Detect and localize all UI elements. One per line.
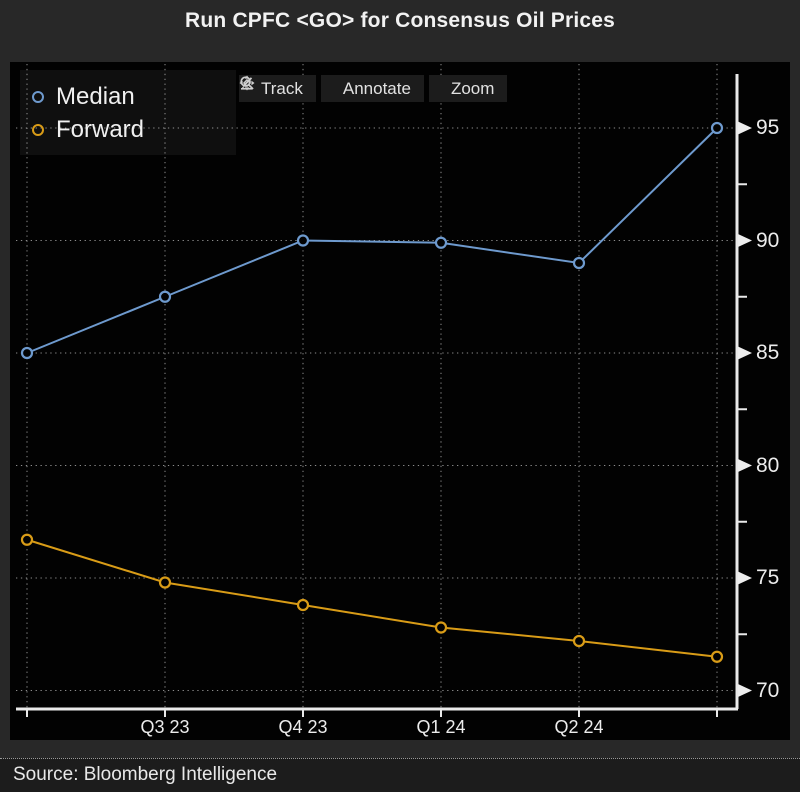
annotate-button[interactable]: Annotate: [241, 75, 424, 102]
x-axis-label: Q4 23: [278, 717, 328, 737]
chart-toolbar: Track Annotate: [239, 75, 508, 102]
forward-point[interactable]: [434, 621, 448, 634]
x-axis-label: Q1 24: [416, 717, 466, 737]
median-point[interactable]: [434, 236, 448, 249]
forward-point[interactable]: [20, 533, 34, 546]
x-axis-label: Q2 24: [554, 717, 604, 737]
y-axis-label: 90: [756, 228, 780, 252]
median-marker-icon: [32, 91, 44, 103]
gridlines: [16, 64, 737, 709]
forward-point[interactable]: [296, 598, 310, 612]
y-axis-label: 75: [756, 566, 780, 589]
track-button-label: Track: [261, 78, 303, 98]
forward-line: [26, 538, 718, 658]
chart-area: Median Forward Track: [10, 62, 790, 740]
legend-label-median: Median: [56, 83, 135, 110]
forward-point[interactable]: [572, 634, 586, 648]
annotate-button-label: Annotate: [342, 78, 411, 98]
zoom-button[interactable]: Zoom: [240, 75, 508, 102]
y-axis-label: 80: [756, 453, 780, 477]
legend-item-median[interactable]: Median: [32, 82, 236, 112]
legend-label-forward: Forward: [56, 116, 145, 143]
chart-canvas[interactable]: [10, 62, 790, 740]
median-line: [26, 127, 718, 354]
source-bar: Source: Bloomberg Intelligence: [0, 758, 800, 792]
y-axis-label: 95: [756, 116, 780, 139]
forward-point[interactable]: [710, 650, 724, 663]
median-series: [20, 121, 724, 360]
median-point[interactable]: [296, 234, 310, 247]
forward-marker-icon: [32, 124, 44, 136]
source-text: Source: Bloomberg Intelligence: [13, 764, 278, 785]
chart-legend: Median Forward: [20, 70, 236, 155]
median-point[interactable]: [710, 121, 724, 135]
forward-point[interactable]: [158, 576, 172, 589]
axes: [16, 74, 752, 717]
median-point[interactable]: [572, 256, 586, 270]
y-axis-label: 70: [756, 678, 780, 702]
x-axis-label: Q3 23: [140, 717, 190, 737]
legend-item-forward[interactable]: Forward: [32, 115, 236, 145]
zoom-button-label: Zoom: [450, 78, 495, 98]
forward-series: [20, 533, 724, 663]
y-axis-label: 85: [756, 341, 780, 364]
page-title: Run CPFC <GO> for Consensus Oil Prices: [184, 9, 616, 32]
median-point[interactable]: [158, 290, 172, 303]
median-point[interactable]: [20, 346, 34, 360]
